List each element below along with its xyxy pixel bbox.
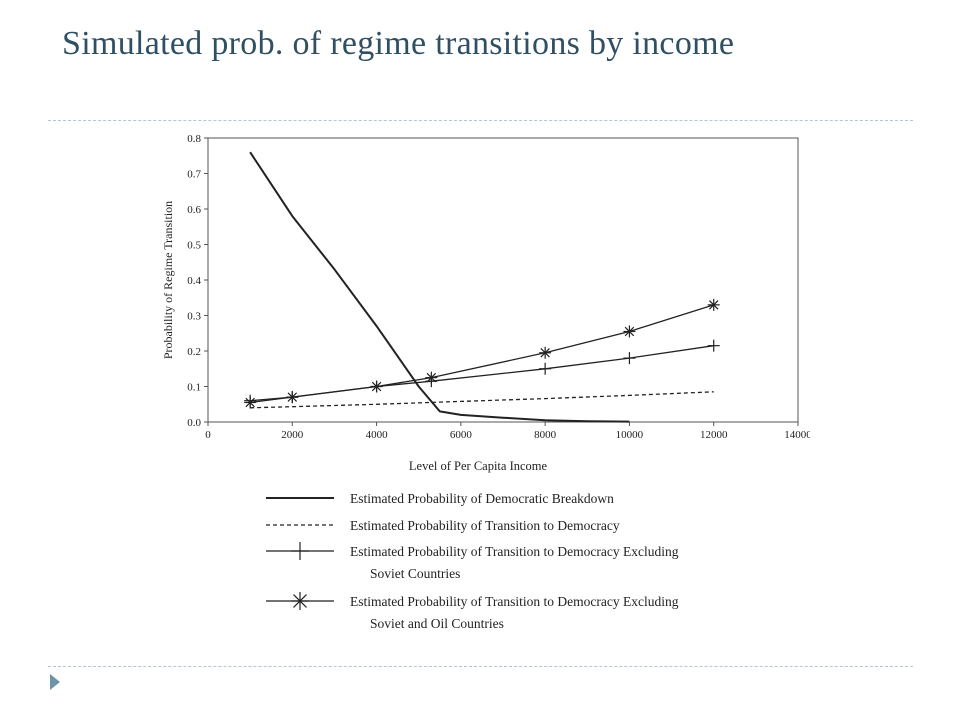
legend-label: Estimated Probability of Transition to D… (350, 594, 679, 609)
top-divider (48, 120, 913, 121)
y-tick-label: 0.6 (187, 204, 201, 216)
x-tick-label: 0 (205, 429, 211, 441)
series-4 (244, 298, 720, 409)
x-tick-label: 4000 (366, 429, 389, 441)
legend-item-1: Estimated Probability of Democratic Brea… (266, 491, 614, 506)
legend-label-line2: Soviet Countries (370, 566, 460, 581)
y-tick-label: 0.7 (187, 169, 201, 181)
legend-label-line2: Soviet and Oil Countries (370, 616, 504, 631)
y-tick-label: 0.5 (187, 240, 201, 252)
legend-label: Estimated Probability of Democratic Brea… (350, 491, 614, 506)
x-tick-label: 14000 (784, 429, 810, 441)
series-1 (249, 151, 630, 423)
y-tick-label: 0.2 (187, 346, 201, 358)
slide-title: Simulated prob. of regime transitions by… (62, 25, 735, 62)
x-tick-label: 10000 (616, 429, 644, 441)
bullet-arrow-icon (50, 674, 60, 690)
series-2 (250, 391, 714, 409)
y-axis-label: Probability of Regime Transition (161, 201, 175, 359)
chart: 0 2000 4000 6000 8000 10000 12000 14000 0.0 0.1 0.… (161, 133, 810, 631)
legend-label: Estimated Probability of Transition to D… (350, 544, 679, 559)
series-layer (244, 151, 720, 423)
legend-item-2: Estimated Probability of Transition to D… (266, 518, 620, 533)
legend-item-4: Estimated Probability of Transition to D… (266, 592, 679, 631)
plot-frame (207, 137, 799, 423)
axis-ticks: 0 2000 4000 6000 8000 10000 12000 14000 0.0 0.1 0.… (187, 133, 810, 441)
y-tick-label: 0.3 (187, 311, 201, 323)
x-axis-label: Level of Per Capita Income (409, 459, 548, 473)
series-line (250, 304, 714, 404)
series-line (250, 391, 714, 409)
y-tick-label: 0.0 (187, 417, 201, 429)
y-tick-label: 0.4 (187, 275, 201, 287)
series-3 (244, 339, 720, 407)
legend-item-3: Estimated Probability of Transition to D… (266, 542, 679, 581)
y-tick-label: 0.8 (187, 133, 201, 145)
legend: Estimated Probability of Democratic Brea… (266, 491, 679, 631)
y-tick-label: 0.1 (187, 382, 201, 394)
legend-label: Estimated Probability of Transition to D… (350, 518, 620, 533)
x-tick-label: 8000 (534, 429, 557, 441)
series-line (249, 151, 630, 423)
x-tick-label: 6000 (450, 429, 473, 441)
series-line (250, 345, 714, 402)
x-tick-label: 12000 (700, 429, 728, 441)
bottom-divider (48, 666, 913, 667)
x-tick-label: 2000 (281, 429, 304, 441)
